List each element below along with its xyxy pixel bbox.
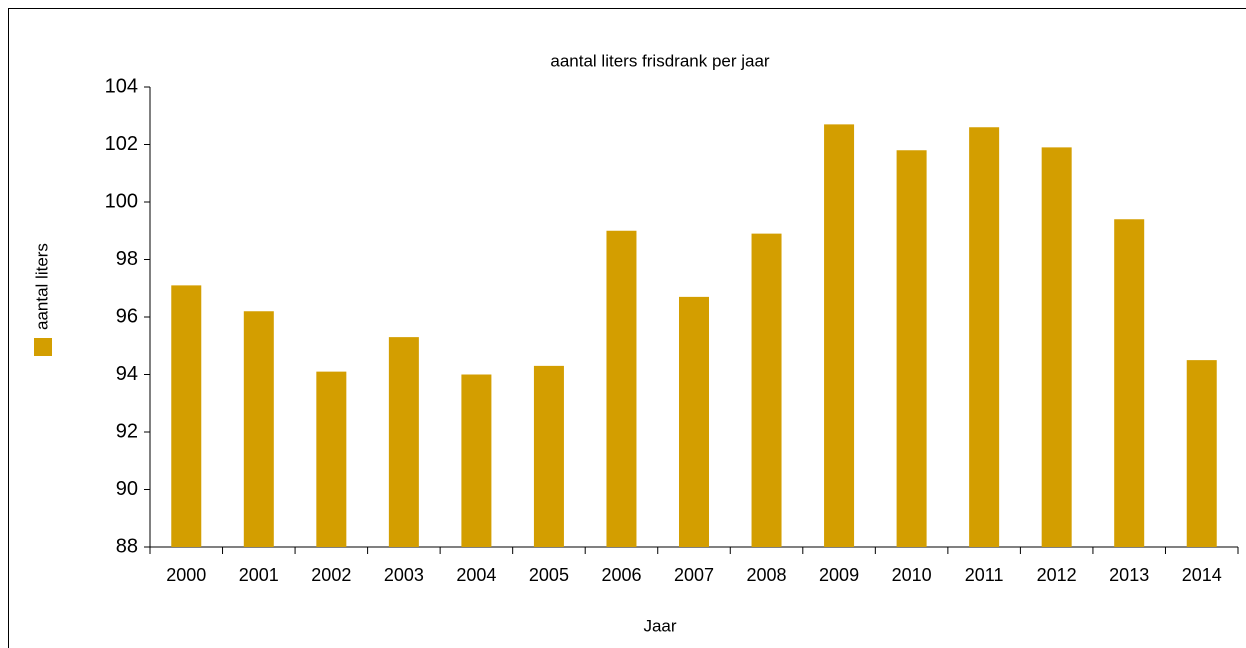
bar — [171, 285, 202, 547]
x-tick-label: 2004 — [456, 565, 496, 585]
y-tick-label: 96 — [116, 305, 138, 327]
x-tick-label: 2008 — [747, 565, 787, 585]
x-tick-label: 2009 — [819, 565, 859, 585]
bar — [461, 374, 492, 547]
x-tick-label: 2011 — [965, 565, 1004, 585]
bar — [533, 365, 564, 547]
y-tick-label: 98 — [116, 248, 138, 270]
x-tick-label: 2013 — [1109, 565, 1149, 585]
x-tick-label: 2012 — [1037, 565, 1077, 585]
bar — [1186, 360, 1217, 547]
x-tick-label: 2007 — [674, 565, 714, 585]
bar — [606, 230, 637, 547]
x-tick-label: 2006 — [601, 565, 641, 585]
x-tick-label: 2001 — [239, 565, 279, 585]
bar — [316, 371, 347, 547]
bar — [1041, 147, 1072, 547]
x-tick-label: 2002 — [311, 565, 351, 585]
y-tick-label: 102 — [105, 133, 138, 155]
bar — [751, 233, 782, 547]
y-tick-label: 92 — [116, 420, 138, 442]
legend-label: aantal liters — [32, 243, 51, 330]
legend-swatch — [34, 338, 52, 356]
bar — [969, 127, 1000, 547]
y-tick-label: 88 — [116, 535, 138, 557]
frame — [8, 8, 1246, 648]
bar — [243, 311, 274, 547]
y-tick-label: 100 — [105, 190, 138, 212]
x-tick-label: 2003 — [384, 565, 424, 585]
chart-title: aantal liters frisdrank per jaar — [550, 51, 770, 70]
bar — [1114, 219, 1145, 547]
y-tick-label: 90 — [116, 478, 138, 500]
x-tick-label: 2014 — [1182, 565, 1222, 585]
bar — [679, 296, 709, 547]
y-tick-label: 104 — [105, 75, 138, 97]
x-tick-label: 2010 — [892, 565, 932, 585]
bar — [824, 124, 855, 547]
bar — [896, 150, 927, 547]
bar — [388, 337, 419, 547]
y-tick-label: 94 — [116, 363, 138, 385]
x-axis-label: Jaar — [643, 616, 676, 635]
x-tick-label: 2000 — [166, 565, 206, 585]
x-tick-label: 2005 — [529, 565, 569, 585]
